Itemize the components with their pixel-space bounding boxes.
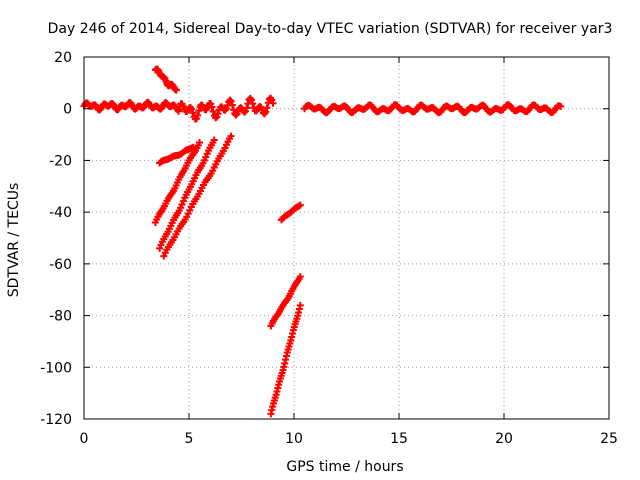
y-axis-ticks: -120 -100 -80 -60 -40 -20 0 20 (40, 50, 609, 428)
series-trace-spike (151, 65, 180, 94)
y-axis-label: SDTVAR / TECUs (6, 183, 22, 298)
data-points (80, 65, 565, 418)
data-point (228, 101, 236, 109)
data-point (172, 86, 180, 94)
data-point (188, 105, 196, 113)
series-trace-b (151, 138, 203, 226)
y-tick-label: -20 (49, 153, 72, 169)
data-point (227, 132, 235, 140)
y-tick-label: -40 (49, 205, 72, 221)
series-trace-d (160, 132, 235, 260)
y-tick-label: 20 (54, 50, 72, 66)
data-point (557, 102, 565, 110)
data-point (269, 99, 277, 107)
data-point (189, 109, 197, 117)
y-tick-label: -80 (49, 309, 72, 325)
series-trace-g (267, 301, 304, 418)
data-point (226, 96, 234, 104)
x-tick-label: 0 (80, 431, 89, 447)
data-point (296, 301, 304, 309)
series-trace-a (156, 143, 197, 167)
y-tick-label: 0 (63, 102, 72, 118)
data-point (296, 273, 304, 281)
data-point (296, 201, 304, 209)
data-point (243, 104, 251, 112)
plot-frame (83, 56, 610, 420)
grid-lines (84, 57, 609, 419)
data-point (196, 138, 203, 146)
data-point (209, 108, 217, 116)
data-point (195, 107, 203, 115)
series-trace-hump (175, 94, 277, 123)
data-point (227, 97, 235, 105)
y-tick-label: -60 (49, 257, 72, 273)
series-trace-c (156, 136, 218, 252)
series-trace-near-zero-b (301, 101, 565, 117)
series-trace-f (267, 273, 304, 330)
data-point (175, 107, 182, 115)
data-point (232, 111, 240, 119)
data-point (230, 106, 238, 114)
chart-title: Day 246 of 2014, Sidereal Day-to-day VTE… (48, 21, 613, 37)
data-point (263, 104, 271, 112)
x-tick-label: 25 (600, 431, 618, 447)
x-tick-label: 10 (285, 431, 303, 447)
data-point (247, 96, 255, 104)
x-axis-ticks: 0 5 10 15 20 25 (80, 57, 618, 447)
data-point (262, 108, 270, 116)
data-point (249, 100, 257, 108)
data-point (194, 111, 202, 119)
data-point (214, 110, 222, 118)
y-tick-label: -100 (40, 360, 72, 376)
data-point (210, 136, 218, 144)
y-tick-label: -120 (40, 412, 72, 428)
x-tick-label: 20 (495, 431, 513, 447)
x-tick-label: 15 (390, 431, 408, 447)
series-trace-e (277, 201, 304, 224)
x-tick-label: 5 (185, 431, 194, 447)
data-point (208, 103, 216, 111)
data-point (256, 102, 264, 110)
x-axis-label: GPS time / hours (286, 459, 403, 475)
series-trace-near-zero-a (80, 98, 182, 114)
